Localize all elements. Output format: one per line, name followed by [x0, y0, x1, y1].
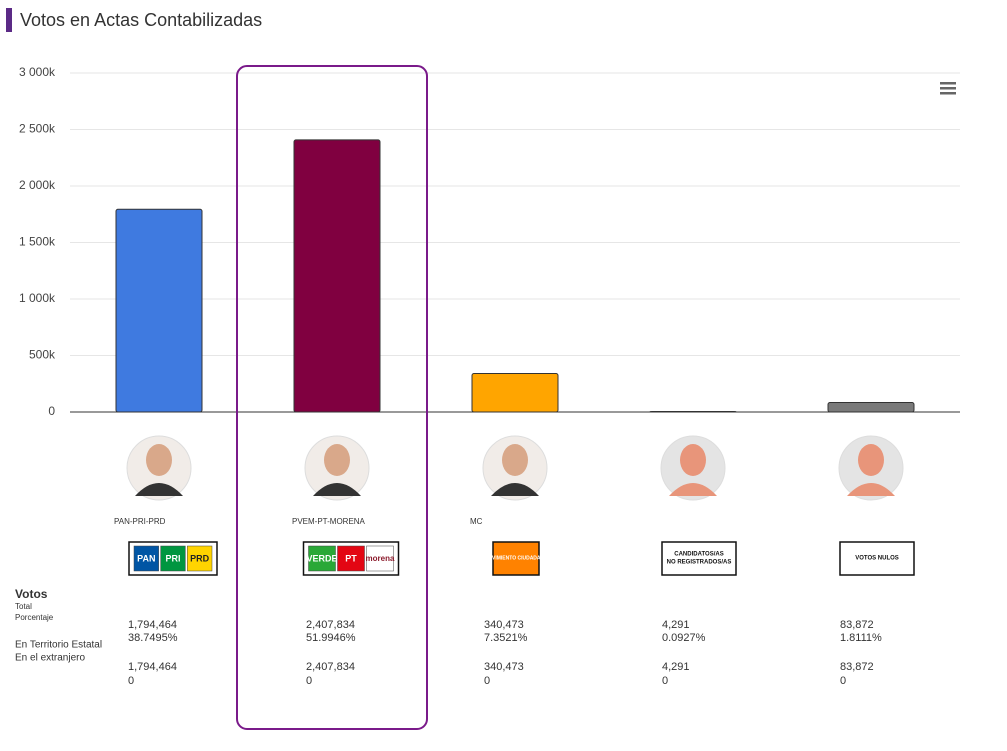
percentage: 1.8111% [840, 632, 882, 644]
logo-text: PRI [165, 553, 180, 563]
territory-votes: 1,794,464 [128, 661, 177, 673]
logo-part [133, 545, 159, 572]
avatar-head [146, 444, 172, 476]
candidate-photo [660, 435, 726, 501]
candidate-photo [482, 435, 548, 501]
party-logo [661, 541, 737, 576]
y-tick-label: 1 500k [19, 235, 56, 249]
chart-title: Votos en Actas Contabilizadas [20, 10, 262, 30]
avatar-head [858, 444, 884, 476]
logo-part [187, 545, 213, 572]
total-votes: 340,473 [484, 619, 524, 631]
logo-text: VERDE [306, 553, 337, 563]
abroad-votes: 0 [306, 675, 312, 687]
table-heading: Votos [15, 587, 48, 601]
territory-votes: 4,291 [662, 661, 690, 673]
logo-part [337, 545, 365, 572]
avatar-head [324, 444, 350, 476]
party-logo [839, 541, 915, 576]
bar [471, 373, 559, 413]
logo-text: PT [345, 553, 357, 563]
avatar-body [669, 483, 717, 496]
total-votes: 1,794,464 [128, 619, 177, 631]
bar [115, 208, 203, 413]
logo-text: CANDIDATOS/AS [674, 552, 723, 558]
bar [293, 139, 381, 413]
bar [827, 402, 915, 413]
candidate-photo [126, 435, 192, 501]
percentage: 38.7495% [128, 632, 178, 644]
row-label: Porcentaje [15, 613, 54, 622]
party-logo [492, 541, 540, 576]
row-label: En Territorio Estatal [15, 640, 102, 651]
logo-text: morena [366, 554, 395, 563]
abroad-votes: 0 [840, 675, 846, 687]
y-tick-label: 500k [29, 348, 56, 362]
y-tick-label: 3 000k [19, 65, 56, 79]
avatar-body [491, 483, 539, 496]
avatar-body [135, 483, 183, 496]
logo-text: PAN [137, 553, 155, 563]
percentage: 51.9946% [306, 632, 356, 644]
logo-part [160, 545, 186, 572]
avatar-body [847, 483, 895, 496]
avatar-head [502, 444, 528, 476]
party-name: PVEM-PT-MORENA [292, 517, 366, 526]
territory-votes: 340,473 [484, 661, 524, 673]
abroad-votes: 0 [484, 675, 490, 687]
logo-text: PRD [190, 553, 210, 563]
row-label: Total [15, 602, 32, 611]
logo-text: VOTOS NULOS [855, 556, 899, 562]
total-votes: 4,291 [662, 619, 690, 631]
candidate-photo [838, 435, 904, 501]
territory-votes: 83,872 [840, 661, 874, 673]
abroad-votes: 0 [662, 675, 668, 687]
winner-highlight [236, 65, 428, 730]
party-name: PAN-PRI-PRD [114, 517, 166, 526]
menu-icon[interactable] [940, 82, 956, 95]
total-votes: 2,407,834 [306, 619, 355, 631]
y-tick-label: 2 500k [19, 122, 56, 136]
y-tick-label: 2 000k [19, 178, 56, 192]
row-label: En el extranjero [15, 653, 85, 664]
candidate-photo [304, 435, 370, 501]
logo-part [308, 545, 336, 572]
logo-text: MOVIMIENTO CIUDADANO [484, 555, 548, 561]
title-accent [6, 8, 12, 32]
percentage: 0.0927% [662, 632, 706, 644]
party-name: MC [470, 517, 483, 526]
y-tick-label: 0 [48, 404, 55, 418]
logo-text: NO REGISTRADOS/AS [667, 560, 732, 566]
total-votes: 83,872 [840, 619, 874, 631]
abroad-votes: 0 [128, 675, 134, 687]
avatar-body [313, 483, 361, 496]
percentage: 7.3521% [484, 632, 528, 644]
territory-votes: 2,407,834 [306, 661, 355, 673]
y-tick-label: 1 000k [19, 291, 56, 305]
logo-part [366, 545, 394, 572]
avatar-head [680, 444, 706, 476]
